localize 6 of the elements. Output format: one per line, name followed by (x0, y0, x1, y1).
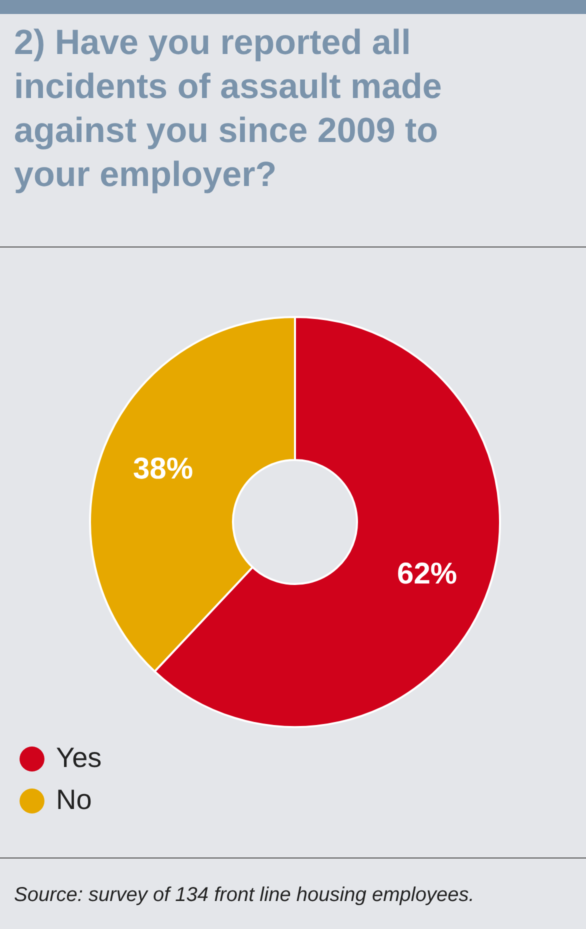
data-label: 38% (132, 452, 193, 486)
legend-label: Yes (56, 742, 102, 773)
chart-title: 2) Have you reported all incidents of assault made against you since 2009 to your employer? (14, 23, 442, 194)
legend-label: No (56, 784, 92, 815)
data-label: 62% (397, 557, 458, 590)
source-note: Source: survey of 134 front line housing employees. (14, 884, 474, 906)
